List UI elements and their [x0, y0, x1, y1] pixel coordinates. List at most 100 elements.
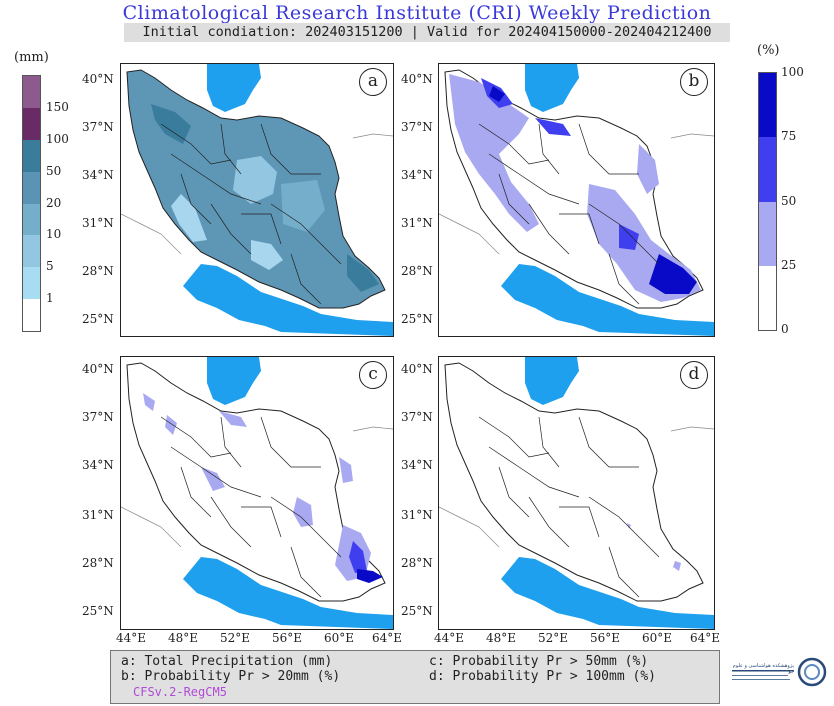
prob-legend-swatch-1: [759, 201, 776, 266]
precip-legend-tick-50: 50: [46, 163, 62, 178]
prob-75-zone-1: [649, 254, 697, 294]
neighbor-borders: [439, 133, 714, 255]
lat-label-c-31: 31°N: [82, 508, 114, 522]
lat-label-c-25: 25°N: [82, 604, 114, 618]
lat-label-a-40: 40°N: [82, 72, 114, 86]
lat-label-d-34: 34°N: [401, 458, 433, 472]
page-subtitle: Initial condiation: 202403151200 | Valid…: [124, 23, 730, 42]
precip-legend-tick-20: 20: [46, 195, 62, 210]
prob-25-zone-1: [673, 561, 681, 571]
lon-label-d-44: 44°E: [434, 631, 465, 645]
lon-label-c-64: 64°E: [372, 631, 403, 645]
map-b-svg: [439, 64, 714, 336]
map-d-svg: [439, 357, 714, 629]
precip-legend-unit: (mm): [14, 50, 49, 65]
neighbor-borders: [121, 426, 393, 548]
logo-swirl-icon: [732, 657, 827, 687]
lat-label-d-40: 40°N: [401, 362, 433, 376]
panel-label-c: c: [359, 361, 387, 389]
lat-label-a-25: 25°N: [82, 312, 114, 326]
prob-75-zone-2: [489, 86, 505, 102]
lon-label-c-44: 44°E: [116, 631, 147, 645]
prob-50-zone-2: [535, 118, 571, 136]
lat-label-b-40: 40°N: [401, 72, 433, 86]
prob-75-zone-1: [357, 569, 383, 583]
map-panel-c: c: [120, 356, 394, 630]
precip-legend-tick-10: 10: [46, 227, 62, 242]
prob-50-zone-1: [349, 541, 367, 573]
persian-gulf: [183, 264, 393, 336]
precip-legend-swatch-4: [23, 171, 40, 204]
footer-a: a: Total Precipitation (mm): [121, 654, 333, 669]
prob-legend-swatch-2: [759, 137, 776, 202]
province-borders: [478, 416, 660, 598]
lat-label-b-31: 31°N: [401, 216, 433, 230]
prob-legend-swatch-3: [759, 73, 776, 138]
iran-land: [444, 362, 704, 602]
lat-label-a-37: 37°N: [82, 120, 114, 134]
caspian-sea: [525, 64, 579, 112]
precip-legend-swatch-5: [23, 139, 40, 172]
dry-zone-2: [233, 156, 277, 204]
prob-25-zone-6: [339, 457, 353, 483]
caspian-sea: [207, 64, 261, 112]
precip-legend-tick-100: 100: [46, 131, 69, 146]
prob-legend-unit: (%): [757, 43, 780, 58]
footer-b: b: Probability Pr > 20mm (%): [121, 669, 341, 684]
precip-legend-tick-150: 150: [46, 99, 69, 114]
precip-legend-swatch-3: [23, 203, 40, 236]
lat-label-d-37: 37°N: [401, 410, 433, 424]
prob-25-zone-5: [293, 497, 313, 527]
map-panel-b: b: [438, 63, 715, 337]
persian-gulf: [501, 264, 714, 336]
precip-legend-swatch-2: [23, 235, 40, 268]
lon-label-c-52: 52°E: [220, 631, 251, 645]
prob-25-zone-1: [143, 393, 155, 411]
prob-legend-tick-25: 25: [781, 257, 797, 272]
caspian-sea: [525, 357, 579, 405]
precip-legend-swatch-7: [23, 76, 40, 108]
lon-label-d-56: 56°E: [590, 631, 621, 645]
map-panel-a: a: [120, 63, 394, 337]
lat-label-b-28: 28°N: [401, 264, 433, 278]
lat-label-a-28: 28°N: [82, 264, 114, 278]
precip-legend-tick-1: 1: [46, 291, 54, 306]
province-borders: [478, 123, 660, 305]
lon-label-d-60: 60°E: [642, 631, 673, 645]
map-panel-d: d: [438, 356, 715, 630]
dry-zone-3: [251, 240, 283, 270]
lat-label-c-40: 40°N: [82, 362, 114, 376]
wet-zone-2: [347, 254, 379, 292]
lon-label-d-64: 64°E: [690, 631, 721, 645]
lat-label-a-31: 31°N: [82, 216, 114, 230]
mid-zone-1: [281, 180, 325, 232]
precip-legend-tick-5: 5: [46, 259, 54, 274]
lon-label-d-52: 52°E: [538, 631, 569, 645]
lat-label-b-34: 34°N: [401, 168, 433, 182]
lat-label-b-25: 25°N: [401, 312, 433, 326]
prob-legend-tick-100: 100: [781, 65, 804, 79]
caspian-sea: [207, 357, 261, 405]
lat-label-d-31: 31°N: [401, 508, 433, 522]
prob-legend-tick-75: 75: [781, 129, 797, 144]
prob-25-zone-2: [627, 523, 631, 529]
prob-legend-tick-0: 0: [781, 322, 789, 336]
neighbor-borders: [439, 426, 714, 548]
prob-legend-swatch-0: [759, 265, 776, 330]
lat-label-a-34: 34°N: [82, 168, 114, 182]
neighbor-borders: [121, 133, 393, 255]
iran-land: [126, 362, 386, 602]
lon-label-c-56: 56°E: [272, 631, 303, 645]
lon-label-c-48: 48°E: [168, 631, 199, 645]
panel-label-d: d: [680, 361, 708, 389]
prob-25-zone-4: [201, 467, 225, 491]
lat-label-d-28: 28°N: [401, 556, 433, 570]
map-a-svg: [121, 64, 393, 336]
lat-label-b-37: 37°N: [401, 120, 433, 134]
footer-d: d: Probability Pr > 100mm (%): [429, 669, 656, 684]
prob-legend-tick-50: 50: [781, 193, 797, 208]
panel-label-b: b: [680, 68, 708, 96]
province-borders: [160, 123, 342, 305]
map-c-svg: [121, 357, 393, 629]
lat-label-c-34: 34°N: [82, 458, 114, 472]
